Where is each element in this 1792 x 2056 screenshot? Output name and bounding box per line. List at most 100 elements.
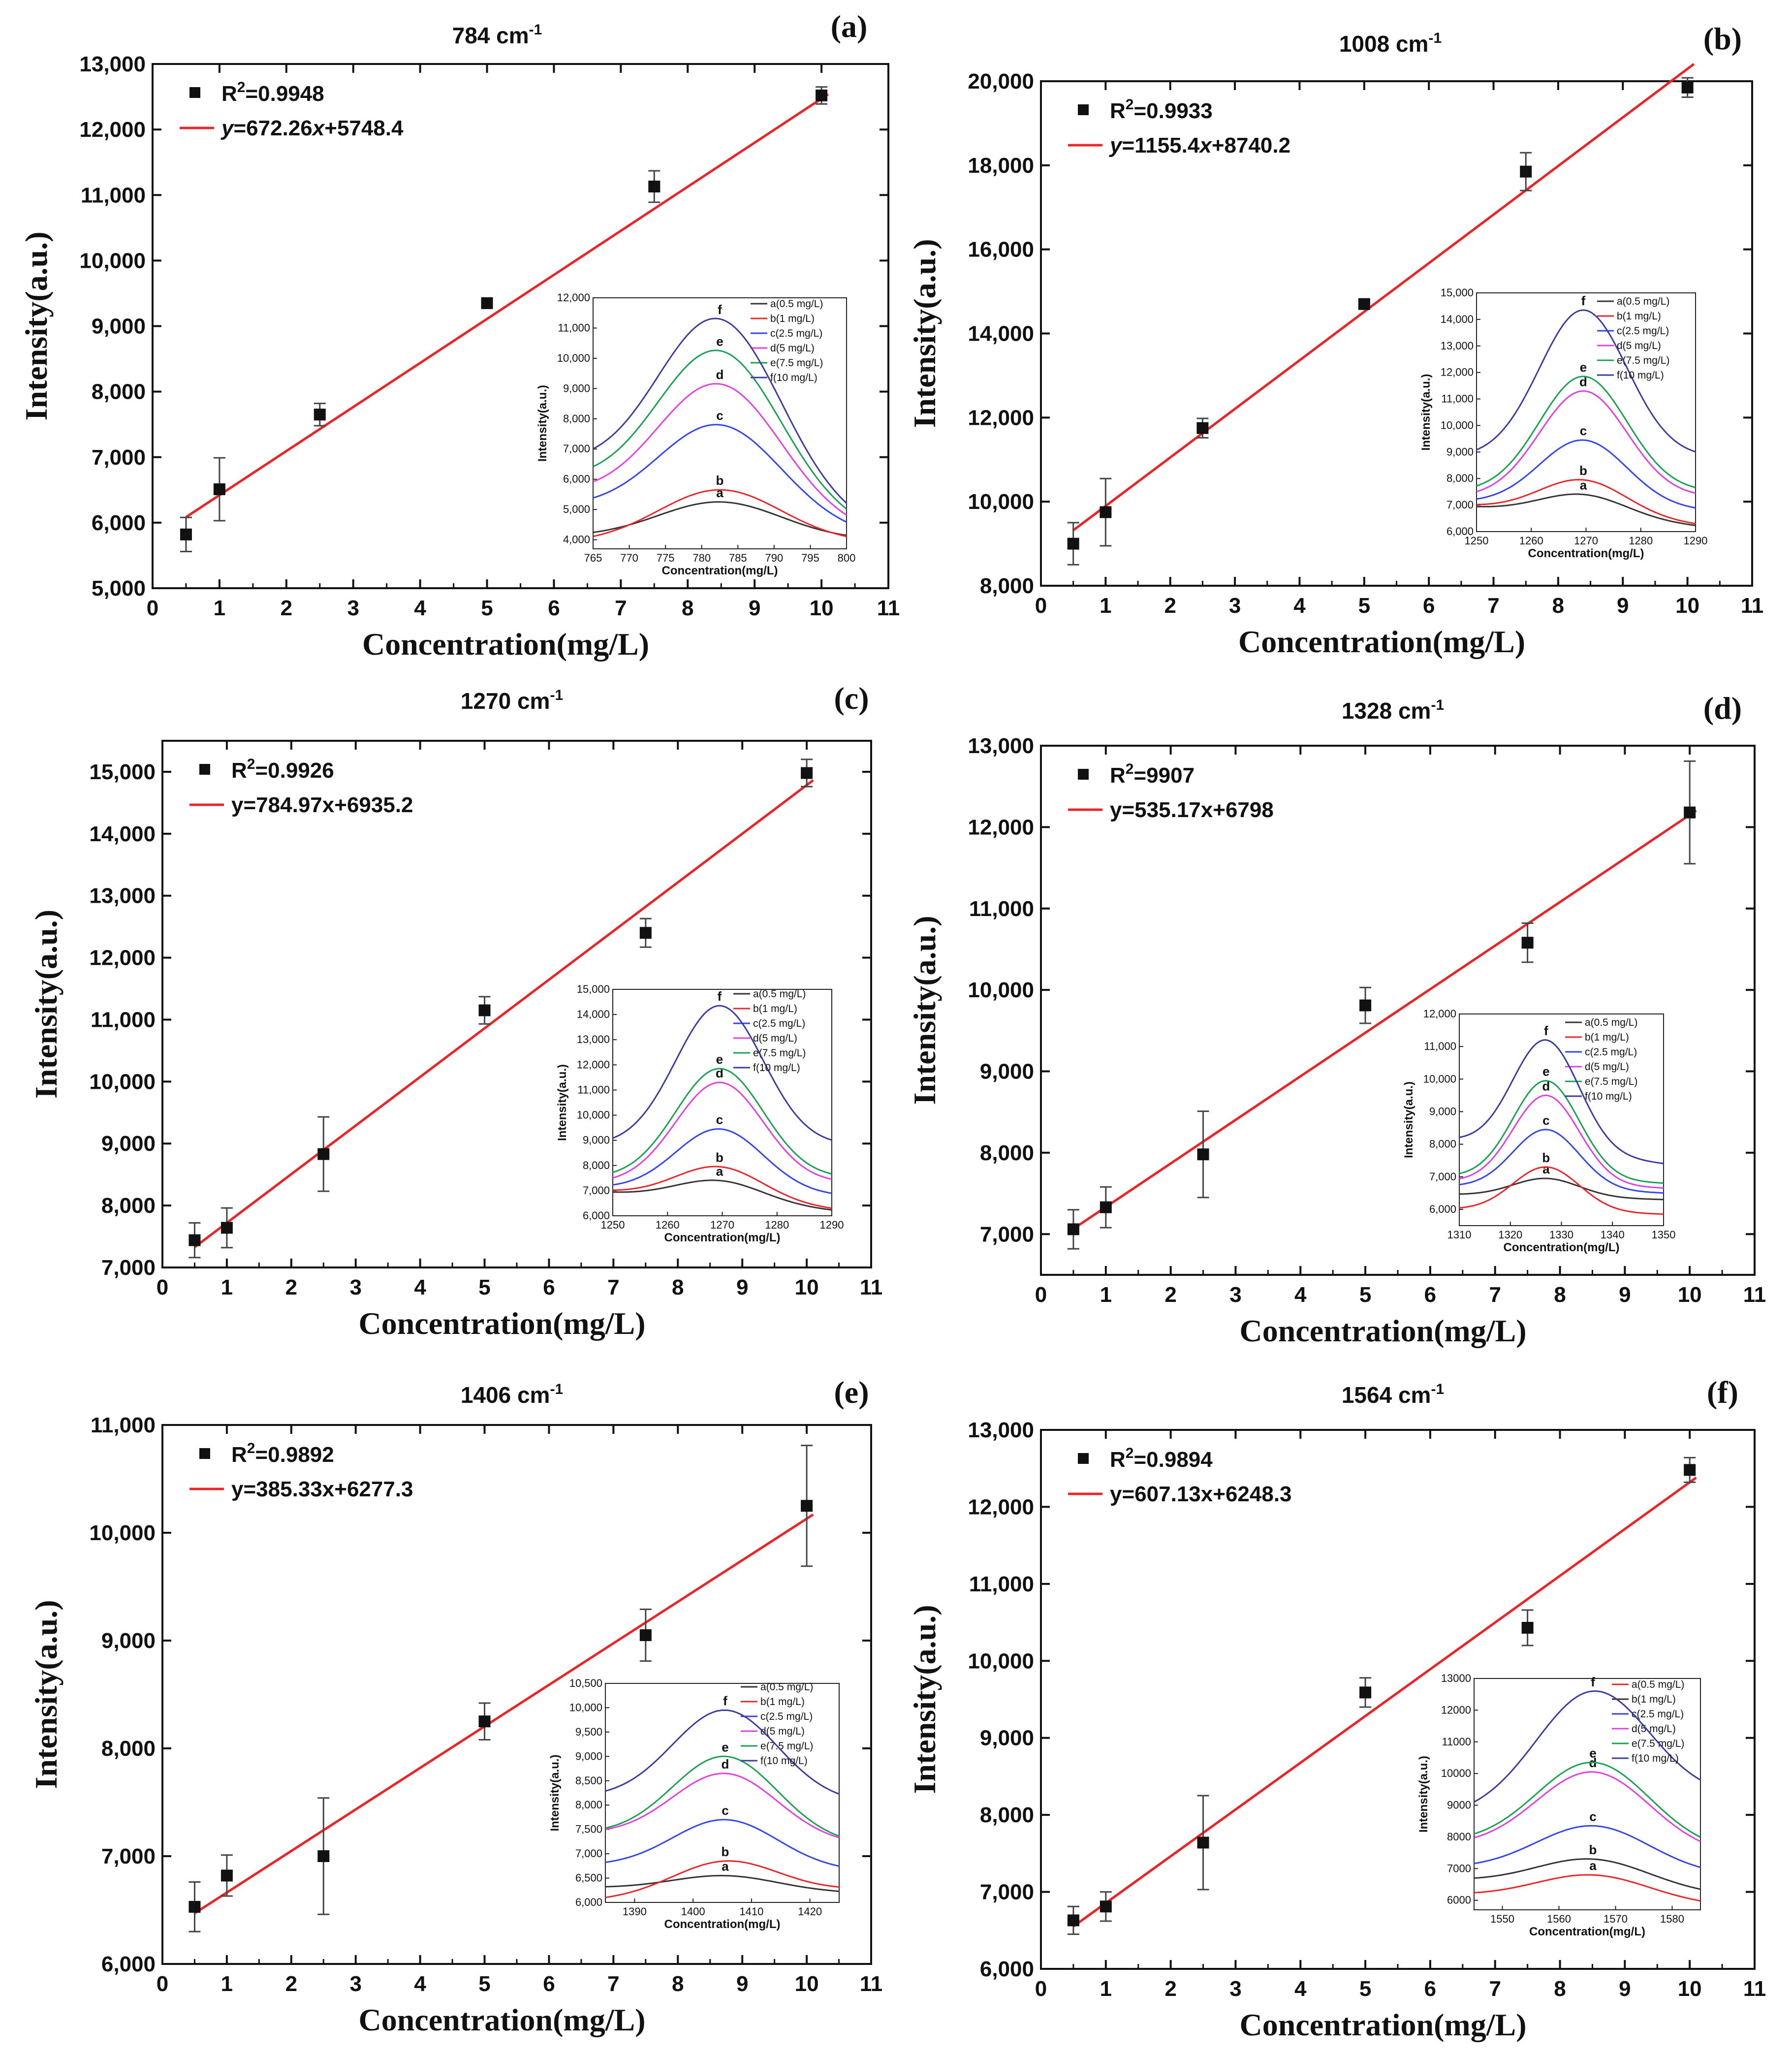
inset-y-tick-label: 6,000 [563,473,590,485]
inset-curve-c [1474,1825,1701,1868]
inset-curve-a [612,1179,832,1211]
inset-legend-label: a(0.5 mg/L) [760,1681,813,1693]
inset-y-tick-label: 10,500 [569,1677,602,1689]
inset-curve-b [593,489,847,538]
inset-curve-tag: a [1542,1162,1550,1176]
x-tick-label: 0 [1035,1283,1047,1307]
x-tick-label: 1 [1100,1283,1112,1307]
data-point [1359,1677,1372,1708]
x-tick-label: 4 [414,1275,426,1299]
data-point [220,1854,233,1897]
inset-curve-tag: f [1581,293,1586,308]
inset-curve-tag: c [1580,423,1587,438]
inset-y-tick-label: 12,000 [577,1058,610,1071]
inset-curve-a [605,1875,840,1892]
inset-curve-tag: c [722,1803,728,1818]
marker-square [180,528,192,540]
x-tick-label: 1 [221,1275,233,1299]
inset-curve-b [605,1860,840,1898]
panel-title: 1008 cm-1 [1339,30,1442,57]
inset-x-tick-label: 1570 [1603,1913,1628,1925]
legend-r2: R2=0.9892 [231,1440,334,1467]
inset-curve-a [1474,1874,1701,1902]
panel-e: 1406 cm-1 (e) 0 1 2 3 4 5 6 7 8 9 10 11 6,000 7,000 8,00… [29,1375,882,2037]
x-tick-label: 11 [860,1972,883,1996]
inset-curve-tag: a [1580,478,1587,493]
inset-b: 1250 1260 1270 1280 1290 6,000 7,000 8,000 9,000… [1419,286,1707,560]
inset-y-tick-label: 6,000 [1446,525,1474,538]
x-tick-label: 1 [214,596,225,620]
y-axis-label: Intensity(a.u.) [29,910,63,1099]
y-axis-label: Intensity(a.u.) [29,1600,63,1789]
x-tick-label: 1 [221,1972,233,1996]
inset-y-tick-label: 9,000 [583,1134,610,1146]
y-axis-label: Intensity(a.u.) [907,916,942,1105]
y-tick-label: 18,000 [968,154,1034,178]
x-tick-label: 3 [349,1972,361,1996]
y-tick-label: 8,000 [101,1194,156,1218]
marker-square [1100,1900,1112,1913]
marker-square [314,409,326,421]
inset-x-axis-label: Concentration(mg/L) [1504,1241,1620,1254]
inset-x-tick-label: 1270 [710,1219,734,1231]
inset-x-tick-label: 1550 [1490,1913,1514,1925]
x-tick-label: 3 [347,596,359,620]
x-tick-label: 9 [749,596,760,620]
fit-line [193,779,814,1248]
inset-legend-label: b(1 mg/L) [1585,1032,1629,1043]
y-tick-label: 16,000 [968,238,1034,262]
inset-curve-e [593,349,847,510]
inset-x-tick-label: 1250 [1465,535,1489,547]
inset-curve-f [1459,1039,1664,1165]
marker-square [478,1715,491,1728]
inset-legend-label: f(10 mg/L) [760,1755,808,1767]
panel-letter: (a) [831,9,868,44]
x-tick-label: 0 [157,1972,168,1996]
x-tick-label: 10 [795,1275,819,1299]
inset-curve-c [1476,439,1696,509]
x-tick-label: 11 [877,596,900,620]
inset-x-tick-label: 1350 [1652,1229,1676,1241]
y-tick-label: 10,000 [89,1070,156,1094]
x-tick-label: 8 [1554,1283,1566,1307]
inset-curve-d [1474,1771,1701,1842]
inset-curve-d [612,1081,832,1180]
data-point [314,403,326,427]
legend-r2: R2=9907 [1110,761,1195,788]
y-tick-label: 20,000 [968,69,1034,94]
inset-legend-label: c(2.5 mg/L) [1632,1708,1684,1720]
x-tick-label: 5 [1358,594,1370,618]
y-tick-label: 8,000 [92,380,146,404]
legend-equation: y=672.26x+5748.4 [220,116,404,140]
inset-x-tick-label: 1340 [1601,1229,1625,1241]
inset-y-tick-label: 6000 [1447,1894,1471,1906]
x-axis-label: Concentration(mg/L) [358,1306,645,1341]
inset-curve-a [1477,493,1696,526]
inset-x-axis-label: Concentration(mg/L) [1529,1925,1645,1938]
y-tick-label: 11,000 [91,1008,156,1032]
y-tick-label: 12,000 [89,946,156,970]
panel-letter: (b) [1703,21,1742,56]
x-tick-label: 8 [682,596,693,620]
inset-curve-d [605,1772,840,1838]
marker-square [1684,1464,1696,1476]
inset-frame [1476,292,1696,532]
legend-equation: y=784.97x+6935.2 [231,793,413,817]
x-tick-label: 9 [1617,594,1629,618]
data-point [180,516,192,552]
inset-y-tick-label: 11,000 [1424,1040,1456,1052]
marker-square [220,1869,233,1882]
marker-square [1100,1201,1112,1213]
inset-y-axis-label: Intensity(a.u.) [1417,1756,1430,1833]
x-tick-label: 6 [548,596,560,620]
data-point [816,86,828,105]
x-tick-label: 5 [478,1972,490,1996]
inset-x-tick-label: 1280 [765,1219,789,1231]
inset-y-axis-label: Intensity(a.u.) [536,385,549,462]
inset-y-tick-label: 9,000 [563,382,590,394]
legend-r2: R2=0.9933 [1110,96,1213,123]
inset-y-tick-label: 6,000 [575,1896,602,1908]
x-tick-label: 11 [1741,594,1764,618]
inset-legend-label: a(0.5 mg/L) [753,988,806,1000]
x-axis-label: Concentration(mg/L) [1239,2007,1526,2042]
